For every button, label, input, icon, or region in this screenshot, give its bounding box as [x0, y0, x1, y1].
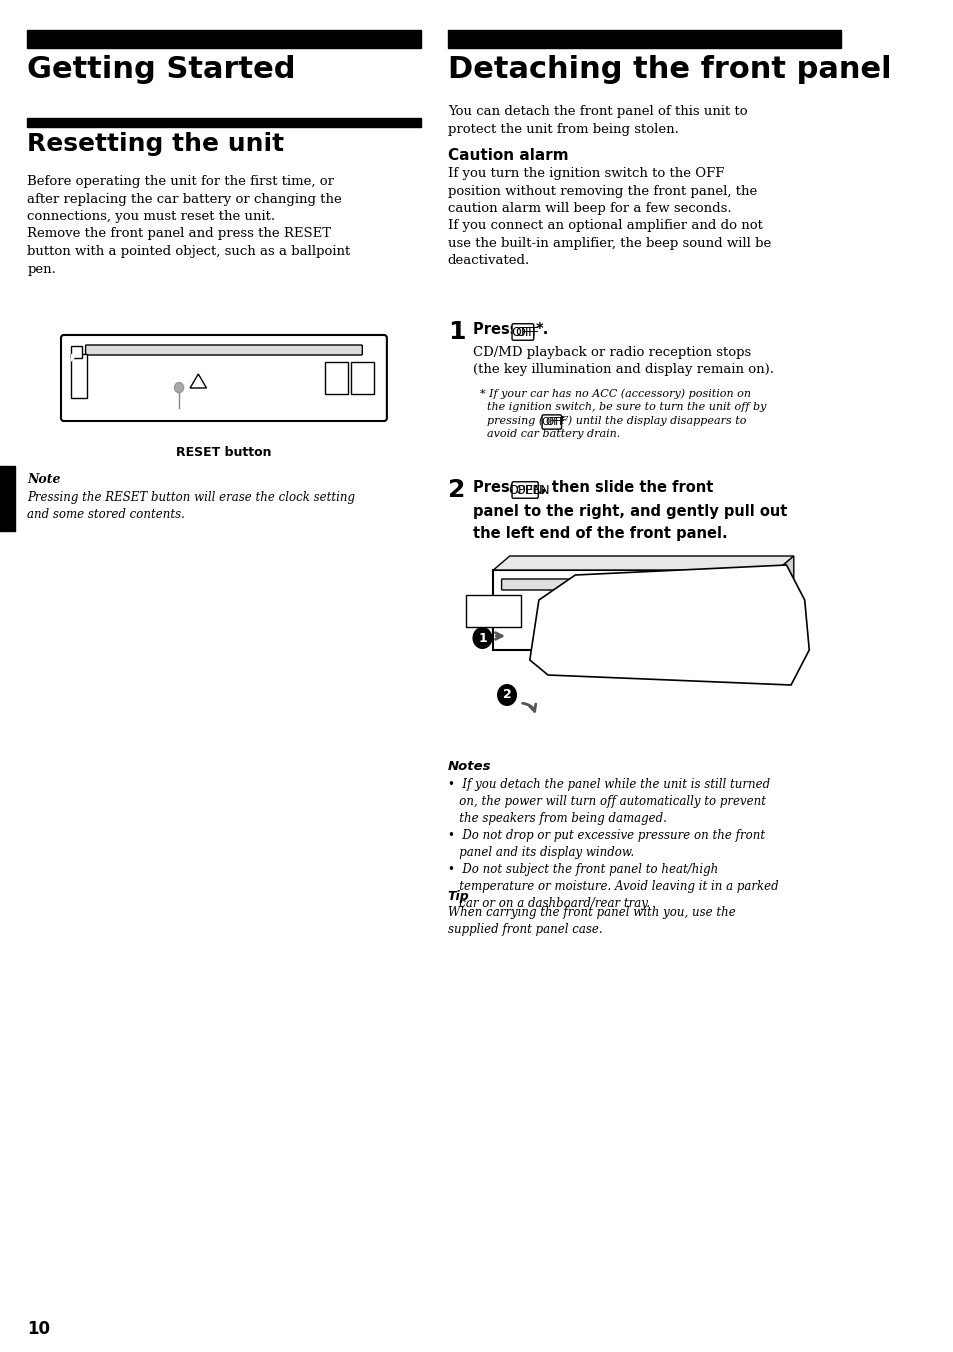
FancyBboxPatch shape	[541, 415, 561, 429]
Circle shape	[472, 627, 492, 649]
Text: RESET button: RESET button	[176, 446, 272, 458]
Text: 1: 1	[447, 320, 465, 343]
Text: If you turn the ignition switch to the OFF
position without removing the front p: If you turn the ignition switch to the O…	[447, 168, 770, 268]
Text: * If your car has no ACC (accessory) position on
  the ignition switch, be sure : * If your car has no ACC (accessory) pos…	[479, 388, 765, 439]
Text: OPEN: OPEN	[515, 484, 549, 496]
Bar	[493, 571, 777, 650]
Text: OFF: OFF	[541, 416, 561, 427]
Text: Before operating the unit for the first time, or
after replacing the car battery: Before operating the unit for the first …	[28, 174, 350, 276]
Polygon shape	[529, 565, 808, 685]
Text: Press: Press	[473, 480, 523, 495]
Text: 10: 10	[28, 1320, 51, 1338]
Text: Pressing the RESET button will erase the clock setting
and some stored contents.: Pressing the RESET button will erase the…	[28, 491, 355, 521]
FancyBboxPatch shape	[512, 323, 533, 341]
Text: Resetting the unit: Resetting the unit	[28, 132, 284, 155]
Text: Notes: Notes	[447, 760, 491, 773]
Text: •  If you detach the panel while the unit is still turned
   on, the power will : • If you detach the panel while the unit…	[447, 777, 778, 910]
Text: Detaching the front panel: Detaching the front panel	[447, 55, 890, 84]
Bar	[351, 362, 374, 393]
Polygon shape	[777, 556, 793, 650]
Bar	[325, 362, 348, 393]
FancyBboxPatch shape	[501, 579, 732, 589]
Text: OPEN: OPEN	[507, 484, 542, 496]
Bar	[466, 595, 520, 627]
Circle shape	[497, 684, 517, 706]
Text: panel to the right, and gently pull out: panel to the right, and gently pull out	[473, 504, 787, 519]
Text: Note: Note	[28, 473, 61, 485]
Text: CD/MD playback or radio reception stops
(the key illumination and display remain: CD/MD playback or radio reception stops …	[473, 346, 774, 376]
Polygon shape	[190, 375, 206, 388]
Circle shape	[174, 383, 183, 392]
Text: Press: Press	[473, 322, 523, 337]
Bar	[28, 118, 420, 127]
Text: OFF: OFF	[515, 326, 538, 338]
Text: OFF: OFF	[545, 416, 565, 427]
Bar	[28, 30, 420, 49]
FancyBboxPatch shape	[86, 345, 362, 356]
Bar	[739, 592, 755, 614]
Text: Tip: Tip	[447, 890, 469, 903]
Bar	[759, 592, 769, 614]
Polygon shape	[71, 354, 78, 362]
Text: 2: 2	[447, 479, 465, 502]
Text: Caution alarm: Caution alarm	[447, 147, 568, 164]
Polygon shape	[493, 556, 793, 571]
Bar	[71, 354, 88, 397]
Bar	[447, 30, 841, 49]
Text: the left end of the front panel.: the left end of the front panel.	[473, 526, 727, 541]
Text: Getting Started: Getting Started	[28, 55, 295, 84]
Text: *.: *.	[536, 322, 549, 337]
Text: OFF: OFF	[510, 326, 535, 338]
Text: 1: 1	[477, 631, 486, 645]
Text: 2: 2	[502, 688, 511, 702]
Bar	[71, 346, 82, 358]
FancyBboxPatch shape	[512, 481, 537, 499]
Text: , then slide the front: , then slide the front	[540, 480, 712, 495]
Bar	[0, 466, 15, 531]
Text: You can detach the front panel of this unit to
protect the unit from being stole: You can detach the front panel of this u…	[447, 105, 747, 135]
Text: When carrying the front panel with you, use the
supplied front panel case.: When carrying the front panel with you, …	[447, 906, 735, 936]
FancyBboxPatch shape	[61, 335, 387, 420]
